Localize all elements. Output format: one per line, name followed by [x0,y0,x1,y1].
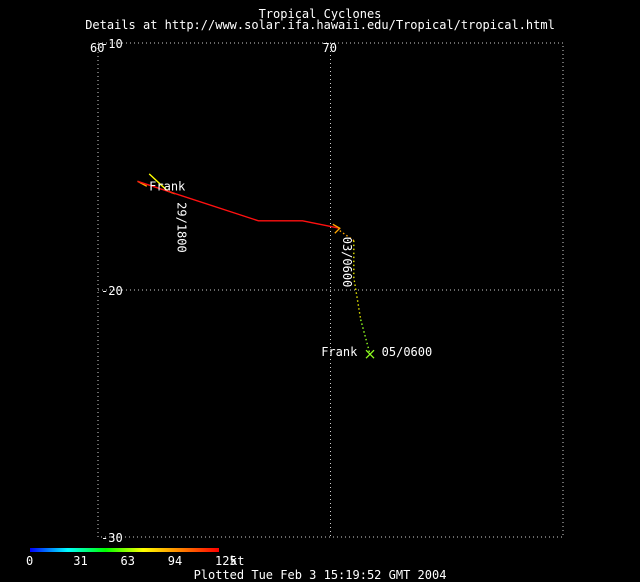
colorbar-tick-label: 31 [73,554,87,568]
track-segment [360,319,371,355]
track-segment [353,240,362,320]
track-segment [137,180,340,229]
track-arrow-marker [332,223,341,234]
track-segment [339,230,355,242]
colorbar-unit-label: kt [230,554,244,568]
lon-label: 60 [90,41,104,55]
storm-label: 05/0600 [382,345,433,359]
map-subtitle: Details at http://www.solar.ifa.hawaii.e… [85,18,555,32]
plot-timestamp: Plotted Tue Feb 3 15:19:52 GMT 2004 [193,568,447,582]
storm-label: Frank [321,345,358,359]
lat-label: -20 [101,284,123,298]
lat-label: -10 [101,37,123,51]
map-title: Tropical Cyclones [258,7,382,21]
current-position-marker [365,349,375,359]
lon-label: 70 [323,41,337,55]
storm-label: Frank [149,179,186,193]
track-date-label: 03/0600 [340,237,354,288]
colorbar-tick-label: 94 [168,554,182,568]
colorbar-tick-label: 125 [215,554,237,568]
lat-label: -30 [101,531,123,545]
colorbar-tick-label: 63 [121,554,135,568]
track-date-label: 29/1800 [175,202,189,253]
wind-speed-colorbar [30,548,219,552]
colorbar-tick-label: 0 [26,554,33,568]
